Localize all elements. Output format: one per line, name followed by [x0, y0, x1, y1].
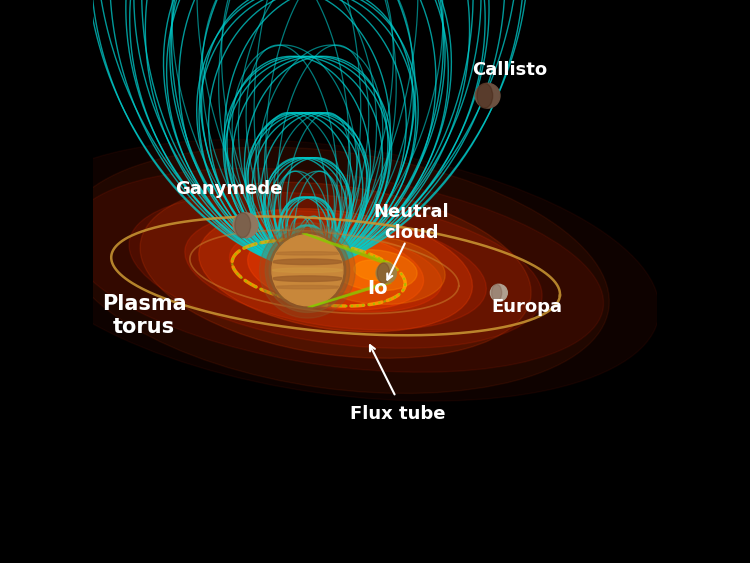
Ellipse shape — [62, 147, 609, 394]
Ellipse shape — [491, 284, 502, 301]
Ellipse shape — [272, 268, 343, 272]
Text: Neutral
cloud: Neutral cloud — [374, 203, 449, 242]
Ellipse shape — [272, 276, 343, 282]
Text: Plasma
torus: Plasma torus — [102, 294, 187, 337]
Ellipse shape — [199, 209, 472, 332]
Circle shape — [376, 263, 397, 283]
Text: Ganymede: Ganymede — [175, 180, 282, 198]
Circle shape — [490, 284, 507, 301]
Circle shape — [266, 228, 350, 312]
Ellipse shape — [235, 213, 250, 238]
Circle shape — [272, 235, 343, 306]
Circle shape — [269, 232, 346, 309]
Ellipse shape — [230, 229, 442, 312]
Ellipse shape — [286, 248, 385, 292]
Ellipse shape — [184, 211, 486, 330]
Circle shape — [233, 213, 258, 238]
Text: Europa: Europa — [491, 298, 562, 316]
Ellipse shape — [333, 250, 417, 291]
Circle shape — [476, 83, 500, 108]
Text: Io: Io — [368, 279, 388, 298]
Text: Flux tube: Flux tube — [350, 405, 445, 423]
Ellipse shape — [272, 252, 343, 255]
Ellipse shape — [129, 192, 542, 348]
Ellipse shape — [68, 168, 604, 372]
Ellipse shape — [248, 231, 424, 310]
Ellipse shape — [140, 182, 531, 358]
Ellipse shape — [304, 236, 446, 305]
Circle shape — [260, 222, 356, 318]
Ellipse shape — [354, 260, 396, 280]
Ellipse shape — [477, 83, 493, 108]
Ellipse shape — [272, 285, 343, 289]
Ellipse shape — [12, 140, 659, 401]
Ellipse shape — [272, 259, 343, 265]
Ellipse shape — [377, 263, 390, 283]
Text: Callisto: Callisto — [472, 61, 548, 79]
